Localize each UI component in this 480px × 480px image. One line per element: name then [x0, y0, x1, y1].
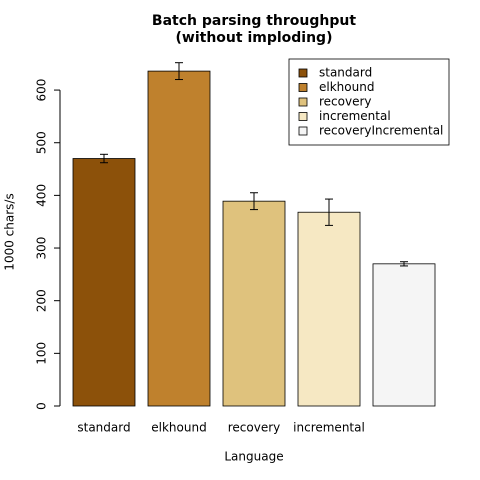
- bar: [147, 70, 211, 407]
- legend-label: recoveryIncremental: [319, 124, 443, 138]
- x-axis-title: Language: [224, 450, 283, 464]
- legend-label: standard: [319, 66, 372, 80]
- bar: [297, 211, 361, 407]
- y-tick-label: 400: [35, 184, 49, 207]
- y-tick-label: 0: [35, 402, 49, 410]
- x-tick-label: incremental: [293, 421, 365, 435]
- x-tick-label: standard: [77, 421, 130, 435]
- y-axis-title: 1000 chars/s: [3, 193, 17, 270]
- x-tick-label: elkhound: [151, 421, 206, 435]
- legend-label: incremental: [319, 109, 391, 123]
- legend-label: elkhound: [319, 80, 374, 94]
- legend-swatch: [298, 112, 308, 121]
- legend-swatch: [298, 68, 308, 78]
- bar: [372, 263, 436, 407]
- bar: [72, 158, 136, 407]
- legend-swatch: [298, 83, 308, 92]
- legend-box: [288, 58, 450, 146]
- y-tick-label: 200: [35, 289, 49, 312]
- bar: [222, 200, 286, 407]
- y-tick-label: 600: [35, 79, 49, 102]
- y-tick-label: 500: [35, 131, 49, 154]
- y-tick-label: 100: [35, 342, 49, 365]
- chart-subtitle: (without imploding): [176, 30, 333, 46]
- chart-title: Batch parsing throughput: [152, 13, 356, 29]
- x-tick-label: recovery: [228, 421, 281, 435]
- legend-swatch: [298, 97, 308, 107]
- y-tick-label: 300: [35, 237, 49, 260]
- legend-label: recovery: [319, 95, 372, 109]
- legend-swatch: [298, 126, 308, 136]
